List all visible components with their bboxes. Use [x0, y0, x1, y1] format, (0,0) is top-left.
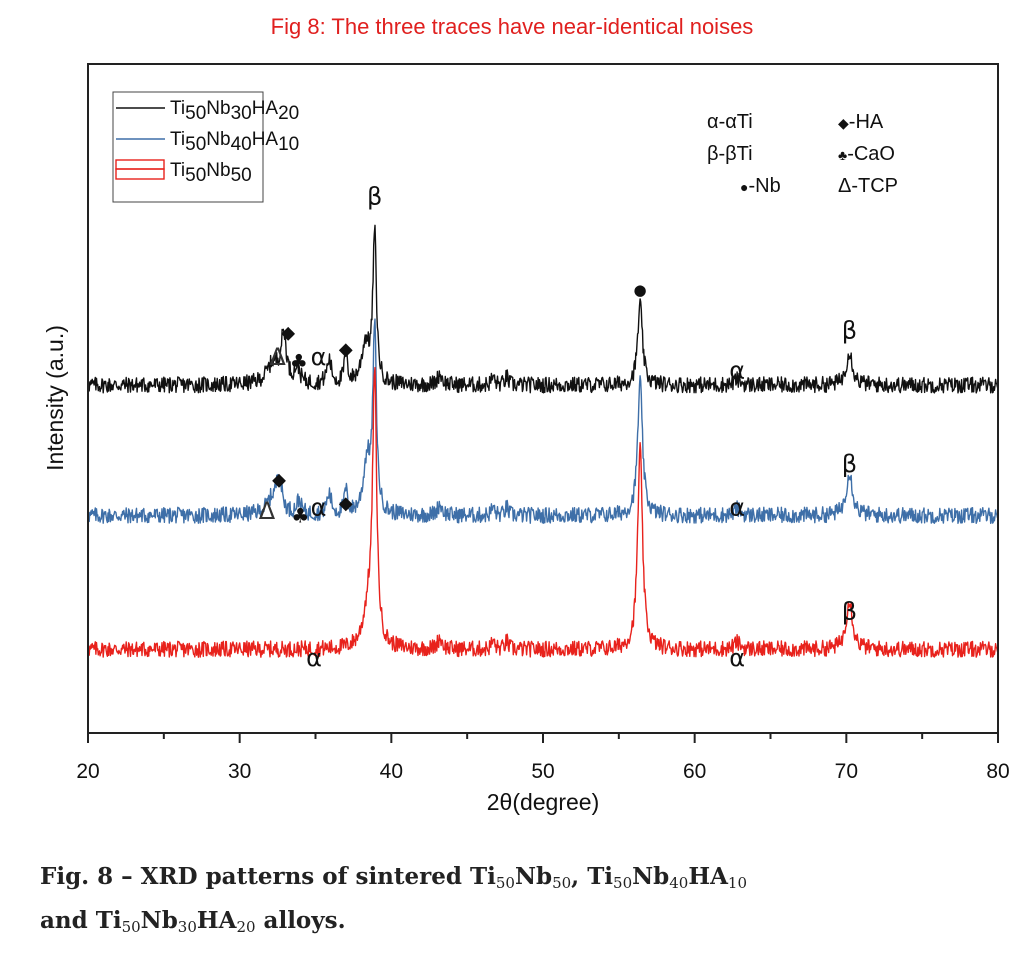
caption-line-1: Fig. 8 – XRD patterns of sintered Ti50Nb…: [40, 858, 747, 902]
peak-annotation: α: [311, 343, 327, 371]
formula-ti50nb50: Ti50Nb50: [470, 863, 572, 892]
x-tick-label: 60: [683, 760, 706, 783]
peak-annotation: α: [729, 494, 745, 522]
formula-element: Nb: [140, 907, 178, 934]
peak-annotation: ◆: [339, 493, 353, 514]
caption-text: alloys.: [255, 907, 346, 934]
formula-subscript: 50: [552, 874, 572, 892]
formula-element: HA: [196, 907, 237, 934]
series-line-ti50nb50: [87, 366, 999, 658]
peak-annotation: α: [306, 644, 322, 672]
formula-element: Ti: [587, 863, 614, 890]
peak-annotation: Δ: [259, 497, 276, 525]
peak-annotation: ♣: [291, 503, 309, 527]
phase-legend-item: Δ-TCP: [838, 175, 898, 197]
legend-swatch: [115, 168, 165, 180]
x-tick-label: 50: [531, 760, 554, 783]
series-layer: [87, 224, 999, 658]
peak-annotation: ◆: [281, 322, 295, 343]
formula-subscript: 10: [727, 874, 748, 892]
figure-caption: Fig. 8 – XRD patterns of sintered Ti50Nb…: [40, 858, 747, 946]
formula-element: Nb: [514, 863, 553, 890]
peak-annotation: β: [842, 597, 857, 625]
series-legend: Ti50Nb30HA20 Ti50Nb40HA10 Ti50Nb50: [112, 91, 299, 203]
phase-legend: α-αTi ◆-HA β-βTi ♣-CaO ●-Nb Δ-TCP: [707, 111, 898, 197]
phase-legend-item: ◆-HA: [838, 111, 884, 133]
figure-title: Fig 8: The three traces have near-identi…: [270, 14, 754, 39]
formula-element: Ti: [95, 907, 122, 934]
caption-text: Fig. 8 – XRD patterns of sintered: [40, 863, 471, 890]
peak-annotation: ◆: [272, 469, 286, 490]
caption-line-2: and Ti50Nb30HA20 alloys.: [40, 902, 747, 946]
phase-legend-item: α-αTi: [707, 111, 753, 133]
formula-subscript: 20: [236, 918, 256, 936]
phase-legend-item: ●-Nb: [740, 175, 781, 197]
formula-subscript: 30: [177, 918, 197, 936]
legend-label: Ti50Nb50: [170, 160, 252, 186]
x-tick-label: 70: [835, 760, 858, 783]
x-tick-label: 40: [380, 760, 403, 783]
x-axis: 20 30 40 50 60 70 80: [76, 733, 1010, 783]
caption-text: and: [40, 907, 96, 934]
xrd-chart: β◆Δ ♣ α ◆●αβ◆Δ ♣ α ◆ αβα αβ 20 30 40 50 60 70 80 2θ(de…: [42, 63, 1010, 815]
formula-element: Ti: [470, 863, 496, 890]
peak-annotation: ●: [634, 281, 647, 299]
x-tick-label: 80: [986, 760, 1009, 783]
formula-subscript: 50: [121, 918, 141, 936]
legend-box: [112, 91, 264, 203]
peak-annotation: Δ: [269, 343, 286, 371]
peak-annotation: α: [311, 494, 327, 522]
peak-annotation: α: [729, 356, 745, 384]
x-tick-label: 30: [228, 760, 251, 783]
series-line-ti50nb40ha10: [87, 318, 999, 524]
x-tick-label: 20: [76, 760, 99, 783]
legend-label: Ti50Nb30HA20: [170, 98, 299, 124]
annotation-layer: β◆Δ ♣ α ◆●αβ◆Δ ♣ α ◆ αβα αβ: [259, 182, 857, 672]
formula-ti50nb40ha10: Ti50Nb40HA10: [587, 863, 748, 892]
peak-annotation: β: [842, 316, 857, 344]
x-axis-label: 2θ(degree): [487, 789, 600, 815]
peak-annotation: β: [367, 182, 382, 210]
peak-annotation: α: [729, 644, 745, 672]
formula-element: HA: [688, 863, 728, 890]
formula-subscript: 50: [495, 874, 515, 892]
series-line-ti50nb30ha20: [87, 224, 999, 394]
formula-element: Nb: [632, 863, 670, 890]
phase-legend-item: ♣-CaO: [838, 143, 895, 165]
formula-ti50nb30ha20: Ti50Nb30HA20: [95, 907, 256, 936]
formula-subscript: 40: [669, 874, 689, 892]
legend-label: Ti50Nb40HA10: [170, 129, 299, 155]
peak-annotation: ♣: [290, 349, 308, 373]
caption-separator: ,: [571, 863, 588, 890]
phase-legend-item: β-βTi: [707, 143, 753, 165]
formula-subscript: 50: [613, 874, 633, 892]
peak-annotation: ◆: [339, 339, 353, 360]
y-axis-label: Intensity (a.u.): [42, 325, 68, 471]
peak-annotation: β: [842, 450, 857, 478]
